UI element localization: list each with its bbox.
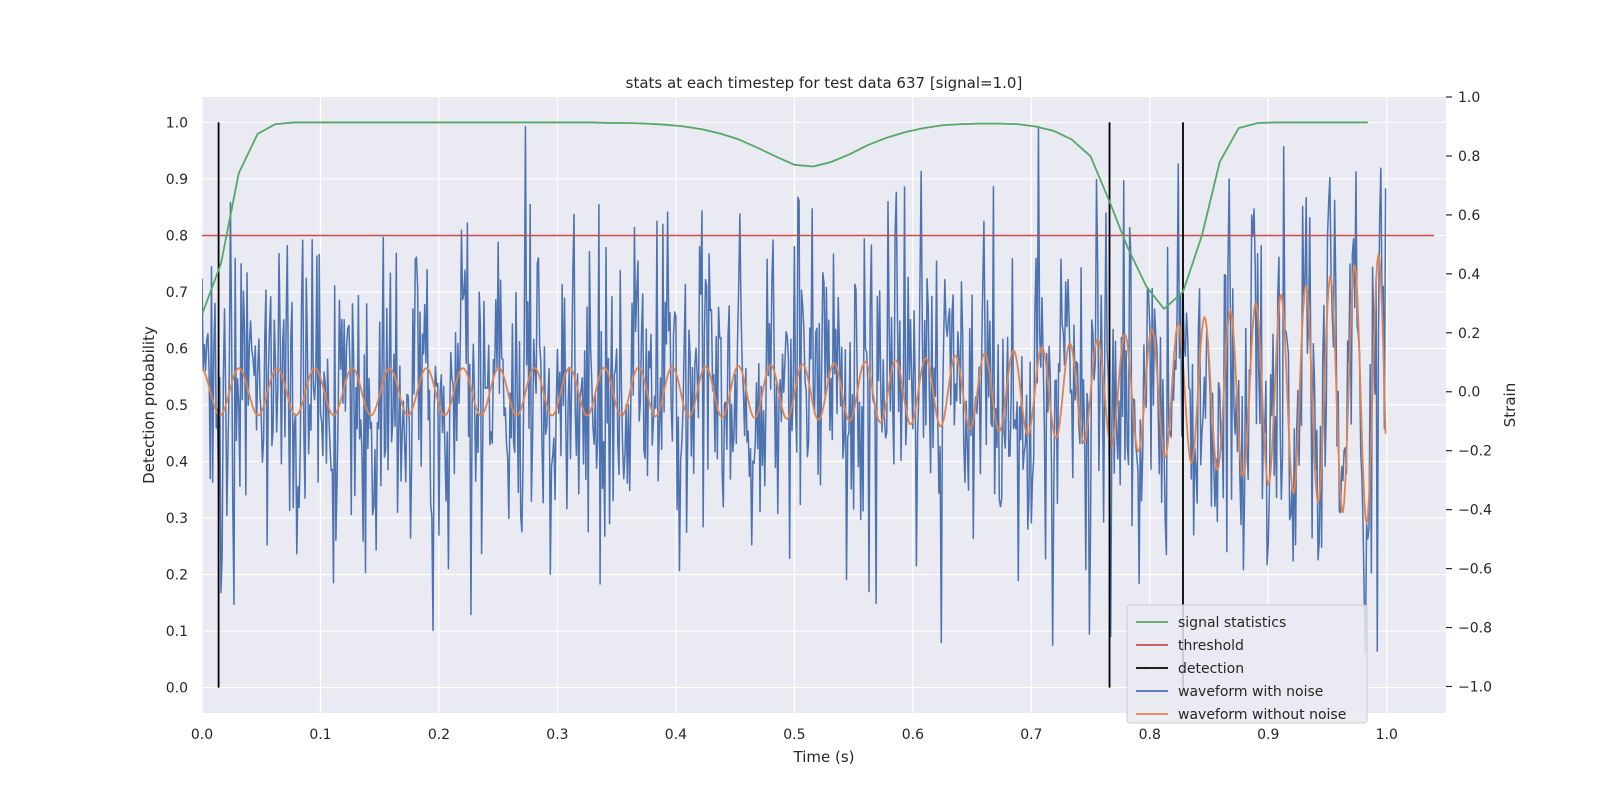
right-y-tick-label: −0.4 — [1458, 503, 1492, 519]
chart-title: stats at each timestep for test data 637… — [626, 74, 1023, 92]
x-tick-label: 1.0 — [1376, 727, 1398, 743]
right-y-tick-label: −0.6 — [1458, 562, 1492, 578]
x-tick-label: 0.2 — [428, 727, 450, 743]
x-axis-ticks: 0.0 0.1 0.2 0.3 0.4 0.5 0.6 0.7 0.8 0.9 1.0 — [191, 727, 1398, 743]
legend-label: detection — [1178, 661, 1244, 677]
left-y-axis-label: Detection probability — [140, 326, 158, 484]
x-tick-label: 0.6 — [902, 727, 924, 743]
left-y-tick-label: 0.4 — [166, 455, 188, 471]
right-y-tick-label: 0.2 — [1458, 326, 1480, 342]
right-y-axis-label: Strain — [1501, 383, 1519, 427]
x-tick-label: 0.1 — [309, 727, 331, 743]
right-y-tick-label: 0.0 — [1458, 385, 1480, 401]
x-axis-label: Time (s) — [793, 748, 855, 766]
legend-label: waveform with noise — [1178, 684, 1323, 700]
x-tick-label: 0.0 — [191, 727, 213, 743]
right-y-tick-label: 0.6 — [1458, 208, 1480, 224]
left-y-tick-label: 0.3 — [166, 511, 188, 527]
x-tick-label: 0.4 — [665, 727, 687, 743]
waveform-with-noise-line — [202, 125, 1387, 655]
left-y-tick-label: 0.6 — [166, 341, 188, 357]
left-y-tick-label: 0.2 — [166, 568, 188, 584]
waveform-without-noise-line — [202, 253, 1387, 525]
left-y-tick-label: 0.9 — [166, 172, 188, 188]
x-tick-label: 0.5 — [783, 727, 805, 743]
right-y-tick-label: 0.4 — [1458, 267, 1480, 283]
left-y-tick-label: 0.0 — [166, 681, 188, 697]
right-y-tick-label: −0.2 — [1458, 444, 1492, 460]
left-y-axis-ticks: 0.0 0.1 0.2 0.3 0.4 0.5 0.6 0.7 0.8 0.9 1.0 — [166, 115, 188, 696]
detection-lines — [217, 122, 1184, 688]
right-y-axis-ticks: −1.0 −0.8 −0.6 −0.4 −0.2 0.0 0.2 0.4 0.6 0.8 1.0 — [1446, 90, 1492, 695]
right-y-tick-label: 0.8 — [1458, 149, 1480, 165]
legend-label: threshold — [1178, 638, 1244, 654]
legend: signal statistics threshold detection wavef… — [1126, 604, 1368, 724]
legend-box — [1126, 604, 1368, 724]
x-tick-label: 0.9 — [1257, 727, 1279, 743]
left-y-tick-label: 0.5 — [166, 398, 188, 414]
right-y-tick-label: 1.0 — [1458, 90, 1480, 106]
right-y-tick-label: −1.0 — [1458, 679, 1492, 695]
x-tick-label: 0.3 — [546, 727, 568, 743]
left-y-tick-label: 0.8 — [166, 228, 188, 244]
right-y-tick-label: −0.8 — [1458, 621, 1492, 637]
x-tick-label: 0.7 — [1020, 727, 1042, 743]
x-tick-label: 0.8 — [1139, 727, 1161, 743]
signal-statistics-line — [202, 121, 1368, 315]
series-area — [202, 121, 1435, 688]
legend-label: waveform without noise — [1178, 707, 1346, 723]
legend-label: signal statistics — [1178, 615, 1286, 631]
left-y-tick-label: 0.7 — [166, 285, 188, 301]
left-y-tick-label: 1.0 — [166, 115, 188, 131]
left-y-tick-label: 0.1 — [166, 624, 188, 640]
